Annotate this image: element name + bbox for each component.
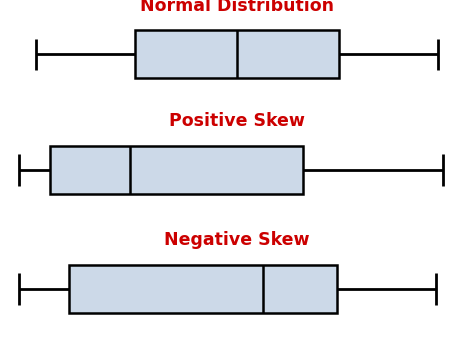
Text: Positive Skew: Positive Skew xyxy=(169,112,305,130)
Bar xyxy=(69,265,337,313)
Text: Negative Skew: Negative Skew xyxy=(164,231,310,249)
Bar xyxy=(135,30,339,78)
Text: Normal Distribution: Normal Distribution xyxy=(140,0,334,15)
Bar xyxy=(50,146,303,194)
